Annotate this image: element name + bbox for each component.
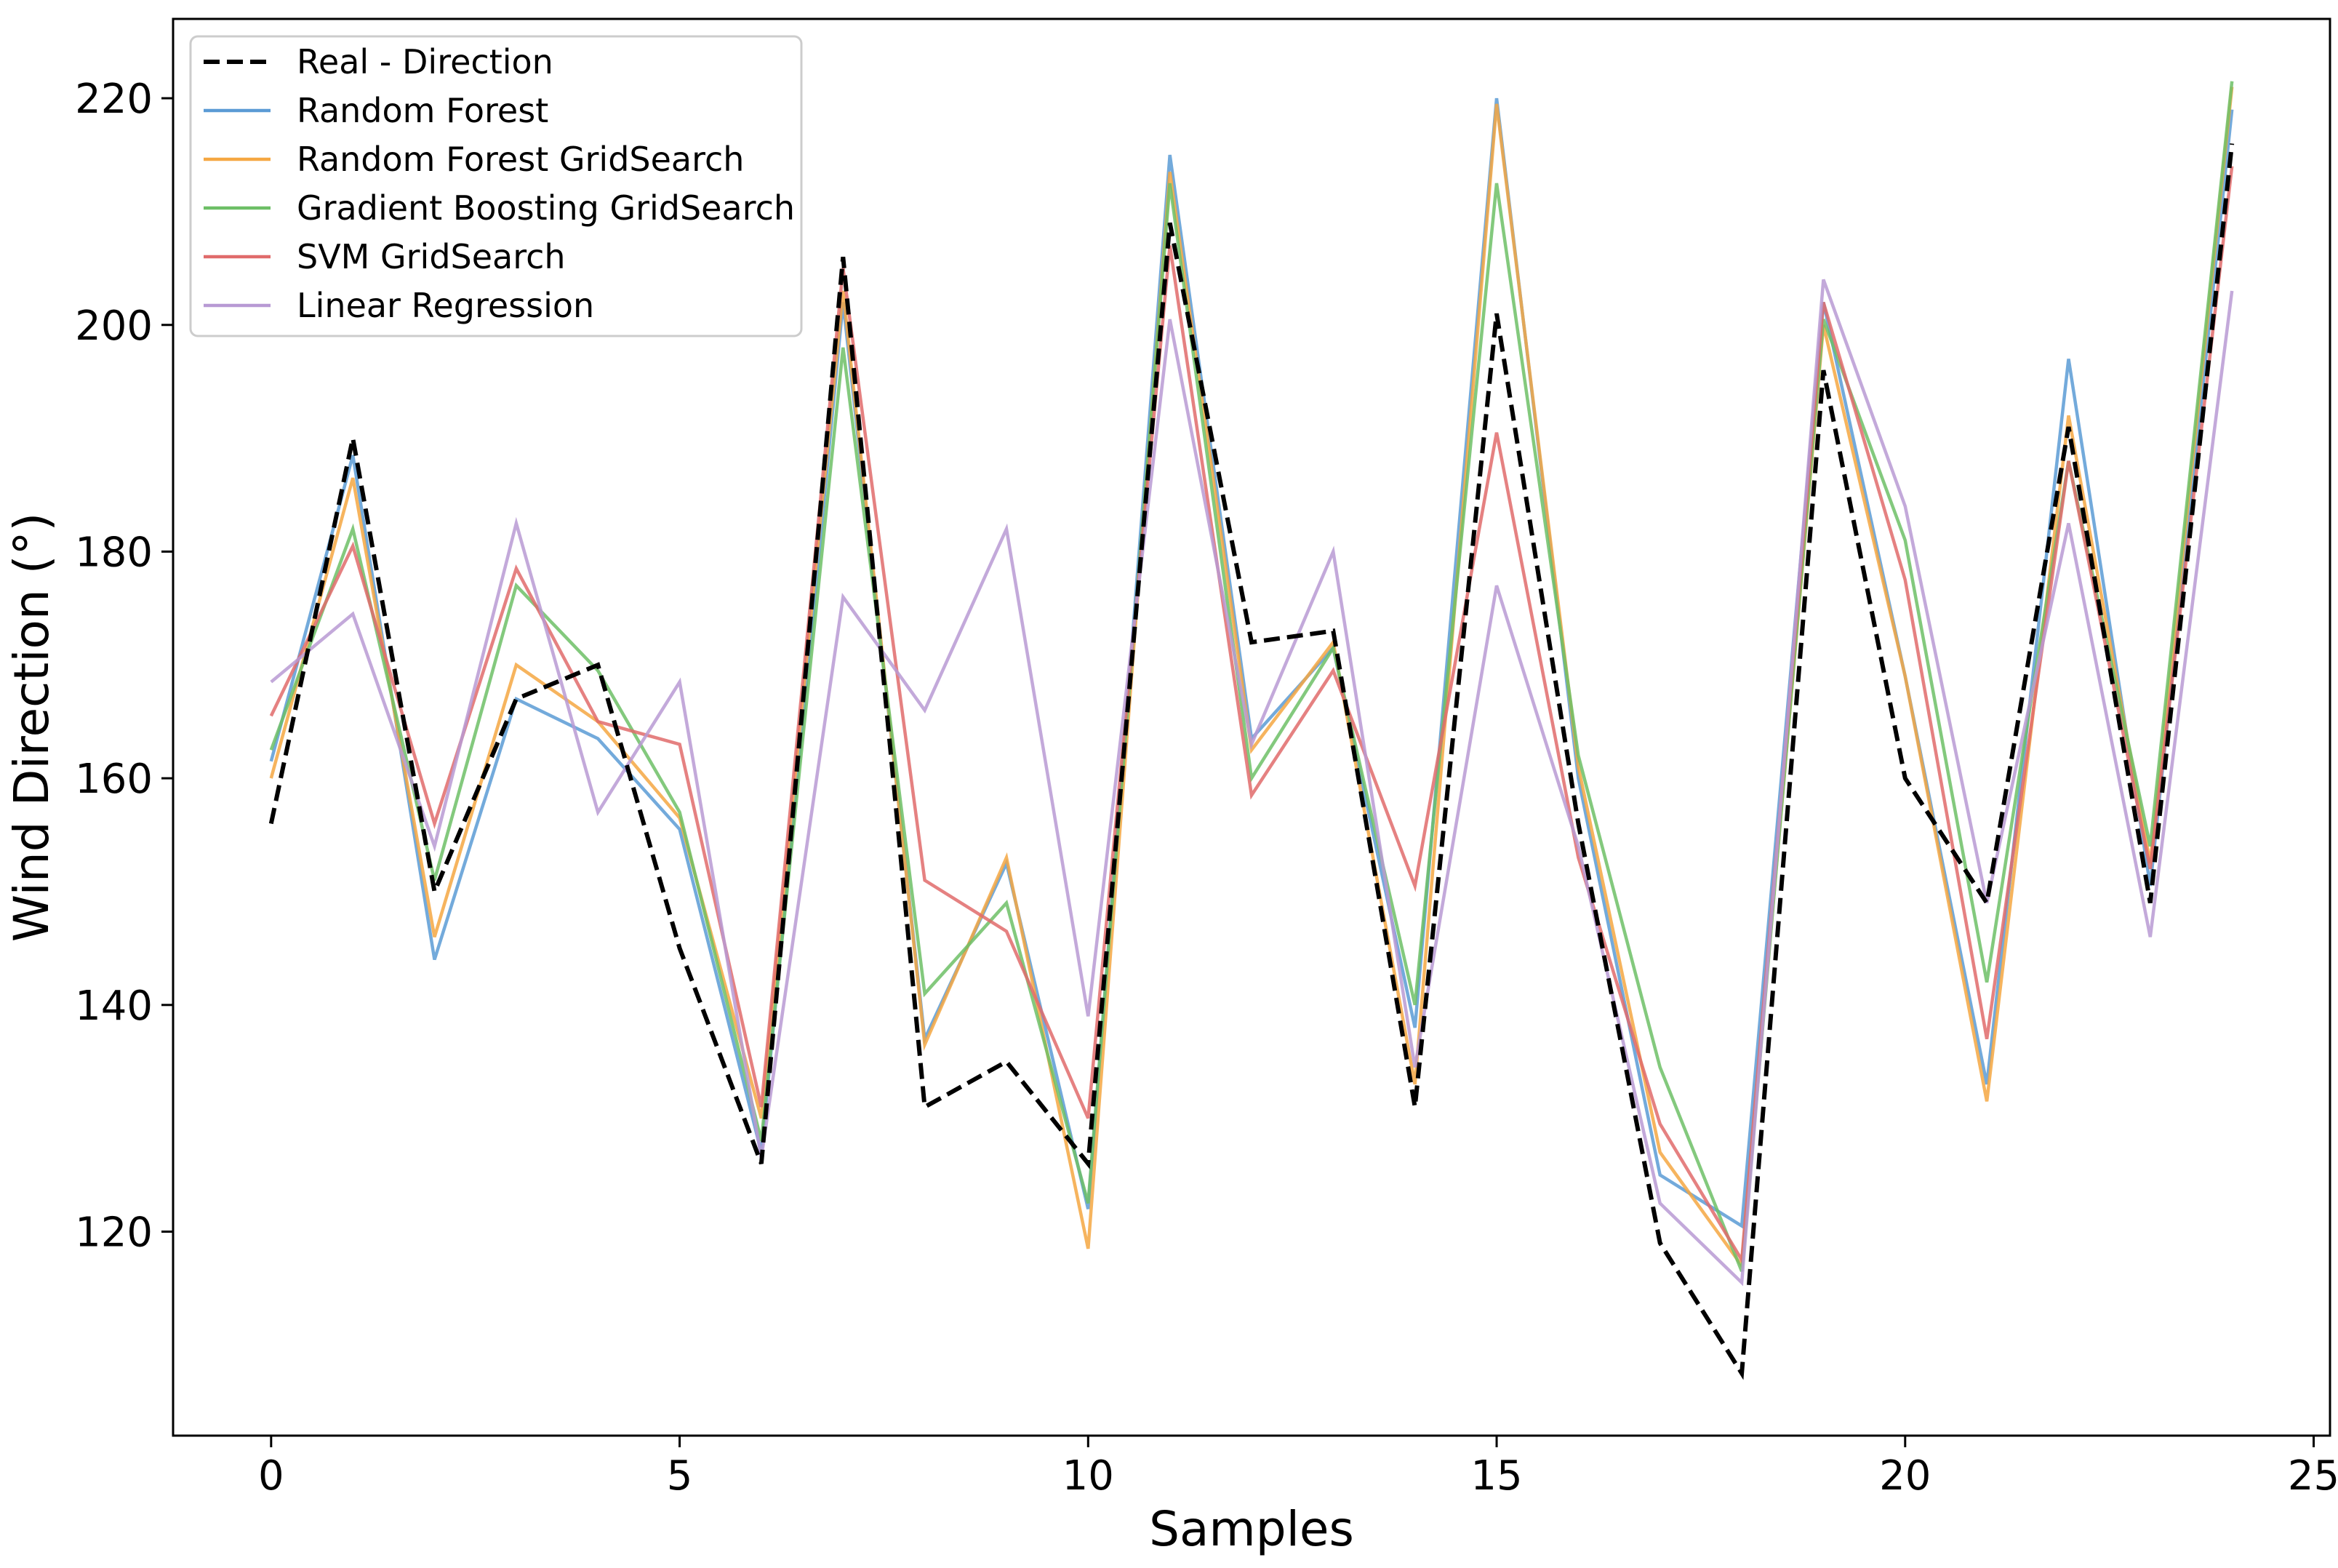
x-tick-label: 20	[1879, 1452, 1931, 1500]
legend-label-random-forest: Random Forest	[297, 91, 548, 130]
x-axis-label: Samples	[1149, 1501, 1354, 1557]
legend-label-random-forest-gridsearch: Random Forest GridSearch	[297, 140, 744, 179]
y-tick-label: 200	[75, 303, 153, 350]
y-tick-label: 160	[75, 756, 153, 803]
x-tick-label: 15	[1470, 1452, 1522, 1500]
x-tick-label: 25	[2288, 1452, 2338, 1500]
y-axis-label: Wind Direction (°)	[4, 513, 60, 943]
legend-label-svm-gridsearch: SVM GridSearch	[297, 237, 566, 276]
y-tick-label: 220	[75, 76, 153, 123]
series-lines	[268, 81, 2235, 1380]
x-tick-label: 0	[258, 1452, 284, 1500]
legend-box	[189, 35, 803, 337]
y-axis-ticks: 120 140 160 180 200 220	[75, 76, 173, 1256]
series-line-gradient-boosting-gridsearch	[269, 81, 2234, 1272]
legend-label-gradient-boosting-gridsearch: Gradient Boosting GridSearch	[297, 188, 795, 228]
x-tick-label: 10	[1062, 1452, 1114, 1500]
x-tick-label: 5	[667, 1452, 693, 1500]
y-tick-label: 180	[75, 529, 153, 576]
series-line-real-direction	[268, 143, 2235, 1380]
legend-label-real-direction: Real - Direction	[297, 42, 553, 81]
series-line-linear-regression	[270, 279, 2234, 1287]
y-tick-label: 120	[75, 1209, 153, 1256]
legend-label-linear-regression: Linear Regression	[297, 286, 594, 325]
series-line-svm-gridsearch	[269, 166, 2234, 1265]
y-tick-label: 140	[75, 983, 153, 1030]
legend: Real - Direction Random Forest Random Fore…	[189, 35, 803, 337]
x-axis-ticks: 0 5 10 15 20 25	[258, 1436, 2338, 1500]
plot-frame	[172, 17, 2331, 1437]
